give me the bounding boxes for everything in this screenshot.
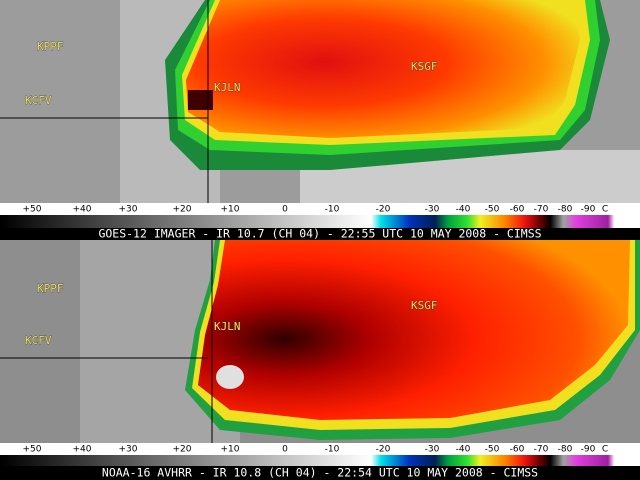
scale-label: -70 (534, 445, 549, 455)
scale-label: 0 (282, 205, 288, 215)
scale-label: +10 (221, 205, 240, 215)
scale-label: -40 (456, 445, 471, 455)
scale-label: -60 (510, 445, 525, 455)
station-label: KSGF (411, 299, 438, 312)
scale-label: -30 (425, 445, 440, 455)
bottom-imagery (0, 240, 640, 480)
scale-label: +30 (119, 205, 138, 215)
scale-label: +40 (73, 445, 92, 455)
station-label: KPPF (37, 40, 64, 53)
station-label: KJLN (214, 320, 241, 333)
scale-label: C (602, 205, 608, 215)
station-label: KJLN (214, 81, 241, 94)
scale-label: +20 (173, 445, 192, 455)
top-imagery (0, 0, 640, 228)
station-label: KCFV (25, 334, 52, 347)
caption: NOAA-16 AVHRR - IR 10.8 (CH 04) - 22:54 … (102, 466, 538, 480)
scale-label: -20 (376, 445, 391, 455)
scale-label: -50 (485, 445, 500, 455)
scale-label: -80 (558, 445, 573, 455)
scale-label: +30 (119, 445, 138, 455)
scale-label: +40 (73, 205, 92, 215)
scale-label: -10 (325, 445, 340, 455)
scale-label: C (602, 445, 608, 455)
scale-label: +50 (23, 445, 42, 455)
scale-label: -30 (425, 205, 440, 215)
scale-label: +20 (173, 205, 192, 215)
station-label: KCFV (25, 94, 52, 107)
station-label: KPPF (37, 282, 64, 295)
scale-label: -50 (485, 205, 500, 215)
scale-label: -90 (581, 445, 596, 455)
scale-label: +50 (23, 205, 42, 215)
scale-label: -70 (534, 205, 549, 215)
scale-label: -40 (456, 205, 471, 215)
scale-label: -10 (325, 205, 340, 215)
station-label: KSGF (411, 60, 438, 73)
scale-label: -20 (376, 205, 391, 215)
scale-label: -60 (510, 205, 525, 215)
scale-label: -90 (581, 205, 596, 215)
caption: GOES-12 IMAGER - IR 10.7 (CH 04) - 22:55… (98, 227, 541, 241)
scale-label: 0 (282, 445, 288, 455)
scale-label: -80 (558, 205, 573, 215)
scale-label: +10 (221, 445, 240, 455)
